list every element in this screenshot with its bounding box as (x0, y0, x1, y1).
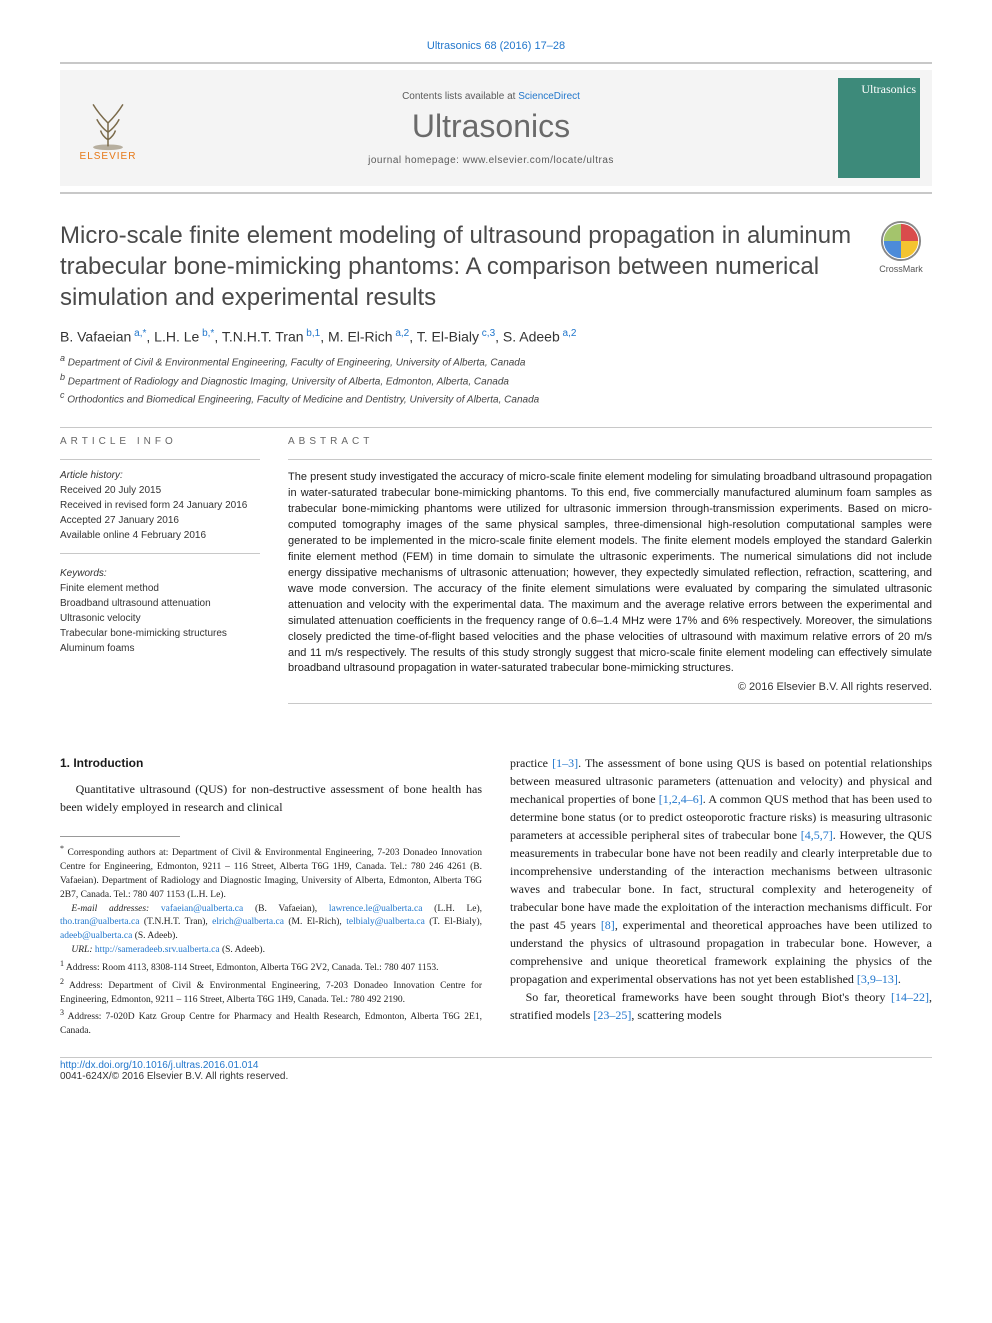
abstract: ABSTRACT The present study investigated … (288, 436, 932, 714)
body-paragraph: practice [1–3]. The assessment of bone u… (510, 754, 932, 988)
email-link[interactable]: vafaeian@ualberta.ca (161, 904, 243, 914)
author: M. El-Rich (328, 328, 393, 344)
citation-link[interactable]: [3,9–13] (857, 972, 898, 986)
footnote-1: Address: Room 4113, 8308-114 Street, Edm… (66, 963, 439, 973)
author: T. El-Bialy (417, 328, 479, 344)
footnote-2: Address: Department of Civil & Environme… (60, 981, 482, 1005)
top-rule (60, 62, 932, 64)
citation-link[interactable]: [1–3] (552, 756, 578, 770)
citation-link[interactable]: [1,2,4–6] (659, 792, 703, 806)
section-heading: 1. Introduction (60, 754, 482, 772)
citation-link[interactable]: [8] (601, 918, 615, 932)
article-info: ARTICLE INFO Article history: Received 2… (60, 436, 260, 714)
keyword: Finite element method (60, 581, 260, 596)
citation-link[interactable]: [23–25] (593, 1008, 631, 1022)
email-link[interactable]: elrich@ualberta.ca (212, 917, 284, 927)
keyword: Ultrasonic velocity (60, 611, 260, 626)
citation-link[interactable]: [4,5,7] (801, 828, 833, 842)
body-paragraph: Quantitative ultrasound (QUS) for non-de… (60, 780, 482, 816)
journal-name: Ultrasonics (144, 108, 838, 145)
author: L.H. Le (154, 328, 199, 344)
history-line: Received 20 July 2015 (60, 483, 260, 498)
copyright-line: © 2016 Elsevier B.V. All rights reserved… (288, 681, 932, 693)
history-heading: Article history: (60, 470, 260, 481)
crossmark-badge[interactable]: CrossMark (870, 220, 932, 274)
journal-cover-thumb[interactable]: Ultrasonics (838, 78, 920, 178)
header-bottom-rule (60, 192, 932, 194)
keywords-heading: Keywords: (60, 568, 260, 579)
issn-line: 0041-624X/© 2016 Elsevier B.V. All right… (60, 1071, 932, 1082)
crossmark-label: CrossMark (870, 264, 932, 274)
doi-link[interactable]: http://dx.doi.org/10.1016/j.ultras.2016.… (60, 1060, 258, 1071)
elsevier-tree-icon (80, 95, 136, 151)
keyword: Trabecular bone-mimicking structures (60, 626, 260, 641)
author: T.N.H.T. Tran (222, 328, 304, 344)
publisher-wordmark: ELSEVIER (80, 151, 137, 162)
author-list: B. Vafaeian a,*, L.H. Le b,*, T.N.H.T. T… (60, 328, 932, 345)
article-info-heading: ARTICLE INFO (60, 436, 260, 447)
citation-link[interactable]: [14–22] (891, 990, 929, 1004)
author-url-link[interactable]: http://sameradeeb.srv.ualberta.ca (95, 945, 220, 955)
footnotes: * Corresponding authors at: Department o… (60, 843, 482, 1039)
history-line: Accepted 27 January 2016 (60, 513, 260, 528)
contents-line: Contents lists available at ScienceDirec… (144, 91, 838, 102)
keyword: Aluminum foams (60, 641, 260, 656)
author: B. Vafaeian (60, 328, 131, 344)
publisher-logo[interactable]: ELSEVIER (72, 88, 144, 168)
running-header: Ultrasonics 68 (2016) 17–28 (60, 40, 932, 52)
footnotes-rule (60, 836, 180, 837)
homepage-url[interactable]: www.elsevier.com/locate/ultras (463, 155, 614, 166)
affiliations: a Department of Civil & Environmental En… (60, 352, 932, 407)
footnote-3: Address: 7-020D Katz Group Centre for Ph… (60, 1012, 482, 1036)
article-id-block: http://dx.doi.org/10.1016/j.ultras.2016.… (60, 1057, 932, 1082)
email-link[interactable]: lawrence.le@ualberta.ca (329, 904, 423, 914)
corresponding-author-note: Corresponding authors at: Department of … (60, 849, 482, 900)
email-link[interactable]: adeeb@ualberta.ca (60, 931, 132, 941)
abstract-body: The present study investigated the accur… (288, 470, 932, 677)
journal-header: ELSEVIER Contents lists available at Sci… (60, 70, 932, 186)
history-line: Received in revised form 24 January 2016 (60, 498, 260, 513)
body-paragraph: So far, theoretical frameworks have been… (510, 988, 932, 1024)
abstract-heading: ABSTRACT (288, 436, 932, 447)
mid-rule (60, 427, 932, 428)
email-link[interactable]: tho.tran@ualberta.ca (60, 917, 139, 927)
homepage-line: journal homepage: www.elsevier.com/locat… (144, 155, 838, 166)
sciencedirect-link[interactable]: ScienceDirect (518, 91, 580, 102)
author: S. Adeeb (503, 328, 560, 344)
article-title: Micro-scale finite element modeling of u… (60, 220, 854, 314)
email-link[interactable]: telbialy@ualberta.ca (346, 917, 425, 927)
history-line: Available online 4 February 2016 (60, 528, 260, 543)
crossmark-icon (880, 220, 922, 262)
keyword: Broadband ultrasound attenuation (60, 596, 260, 611)
running-header-link[interactable]: Ultrasonics 68 (2016) 17–28 (427, 40, 565, 52)
